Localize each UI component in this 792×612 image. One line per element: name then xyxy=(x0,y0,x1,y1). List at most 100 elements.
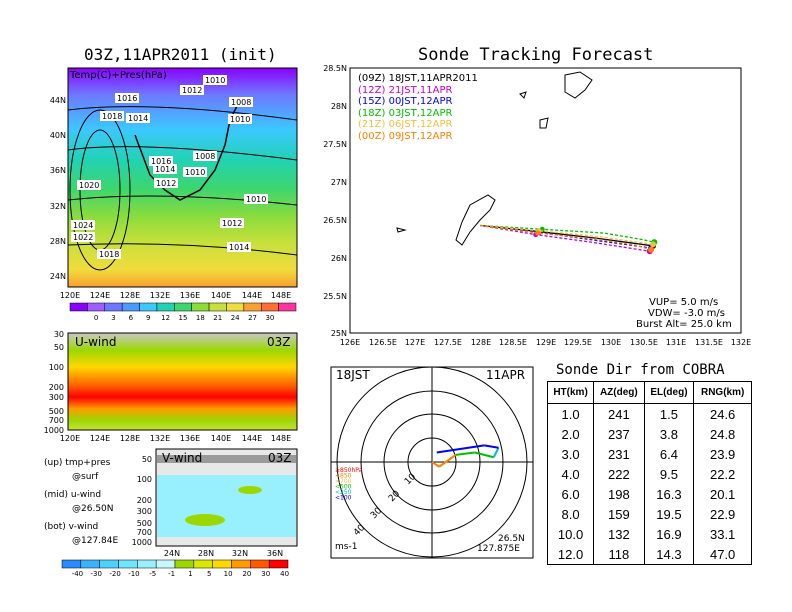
track-series-line xyxy=(480,224,654,246)
pressure-label: 1010 xyxy=(244,194,268,204)
pressure-label: 1016 xyxy=(115,93,139,103)
colorbar-label: -40 xyxy=(72,570,83,578)
colorbar-swatch xyxy=(104,302,123,312)
svg-text:32N: 32N xyxy=(232,549,248,558)
legend-00z: (00Z) 09JST,12APR xyxy=(358,130,453,142)
table-cell: 22.2 xyxy=(693,464,752,484)
svg-text:148E: 148E xyxy=(271,434,291,443)
svg-text:132E: 132E xyxy=(150,434,170,443)
colorbar-label: 12 xyxy=(161,314,170,322)
table-row: 4.0 222 9.5 22.2 xyxy=(546,464,752,484)
colorbar-label: 3 xyxy=(111,314,115,322)
colorbar-swatch xyxy=(174,559,195,569)
colorbar-label: -30 xyxy=(91,570,102,578)
polar-pressure-legend: ≥850hPa<850<700<500<250<100 xyxy=(335,467,363,502)
colorbar-label: 15 xyxy=(179,314,188,322)
colorbar-label: 21 xyxy=(213,314,222,322)
table-row: 10.0 132 16.9 33.1 xyxy=(546,524,752,544)
table-cell: 1.5 xyxy=(643,403,695,424)
polar-unit: ms-1 xyxy=(335,542,358,552)
svg-text:131.5E: 131.5E xyxy=(695,338,723,347)
svg-text:127.5E: 127.5E xyxy=(434,338,462,347)
table-cell: 12.0 xyxy=(546,544,595,565)
lat-label: 44N xyxy=(50,96,66,105)
colorbar-swatch xyxy=(80,559,100,569)
table-cell: 19.5 xyxy=(643,504,695,524)
svg-text:26N: 26N xyxy=(331,254,347,263)
colorbar-swatch xyxy=(69,302,88,312)
svg-text:1024: 1024 xyxy=(73,221,93,230)
legend-09z: (09Z) 18JST,11APR2011 xyxy=(358,73,478,84)
track-series-line xyxy=(480,224,652,251)
lat-label: 40N xyxy=(50,131,66,140)
svg-text:132E: 132E xyxy=(150,291,170,300)
pressure-label: 1010 xyxy=(228,114,252,124)
colorbar-label: 10 xyxy=(224,570,233,578)
colorbar-swatch xyxy=(250,559,270,569)
svg-text:1012: 1012 xyxy=(222,219,242,228)
table-cell: 16.9 xyxy=(643,524,695,544)
table-cell: 16.3 xyxy=(643,484,695,504)
header-rng: RNG(km) xyxy=(693,381,752,404)
pressure-label: 1014 xyxy=(227,242,251,252)
tracking-title: Sonde Tracking Forecast xyxy=(418,45,654,65)
svg-text:700: 700 xyxy=(137,528,152,537)
colorbar-label: -1 xyxy=(168,570,175,578)
colorbar-swatch xyxy=(193,559,213,569)
svg-text:27.5N: 27.5N xyxy=(323,140,347,149)
svg-text:200: 200 xyxy=(137,496,152,505)
svg-text:30: 30 xyxy=(54,330,64,339)
svg-text:1010: 1010 xyxy=(185,168,205,177)
table-row: 12.0 118 14.3 47.0 xyxy=(546,544,752,565)
legend-15z: (15Z) 00JST,12APR xyxy=(358,96,453,107)
u-wind-panel xyxy=(67,332,298,431)
svg-text:26.5N: 26.5N xyxy=(323,216,347,225)
u-wind-title: U-wind xyxy=(75,335,117,349)
polar-time: 18JST xyxy=(336,368,370,382)
svg-text:140E: 140E xyxy=(211,291,231,300)
legend-up: (up) tmp+pres xyxy=(44,458,111,468)
svg-text:1012: 1012 xyxy=(156,179,176,188)
table-cell: 118 xyxy=(593,544,645,565)
svg-text:131E: 131E xyxy=(666,338,686,347)
svg-text:1010: 1010 xyxy=(205,76,225,85)
hodograph xyxy=(431,444,500,468)
svg-text:300: 300 xyxy=(49,393,64,402)
colorbar-swatch xyxy=(61,559,82,569)
pressure-legend-item: <100 xyxy=(335,495,352,502)
svg-text:126E: 126E xyxy=(340,338,360,347)
svg-text:100: 100 xyxy=(137,475,152,484)
svg-text:1014: 1014 xyxy=(155,165,175,174)
u-wind-x-labels: 120E 124E 128E 132E 136E 140E 144E 148E xyxy=(60,434,291,443)
svg-text:1010: 1010 xyxy=(230,115,250,124)
svg-text:27N: 27N xyxy=(331,178,347,187)
svg-text:129E: 129E xyxy=(536,338,556,347)
pressure-legend-item: ≥850hPa xyxy=(335,467,363,474)
colorbar-label: 6 xyxy=(129,314,134,322)
svg-text:120E: 120E xyxy=(60,434,80,443)
pressure-label: 1018 xyxy=(97,249,121,259)
v-wind-panel xyxy=(155,448,298,547)
colorbar-label: 27 xyxy=(248,314,257,322)
tracking-map xyxy=(349,67,742,334)
svg-text:500: 500 xyxy=(137,519,152,528)
colorbar-label: -10 xyxy=(128,570,139,578)
pressure-label: 1010 xyxy=(203,75,227,85)
hodograph-segment xyxy=(431,461,440,468)
table-row: 3.0 231 6.4 23.9 xyxy=(546,444,752,464)
tracking-lat-labels: 28.5N 28N 27.5N 27N 26.5N 26N 25.5N 25N xyxy=(323,64,347,338)
tracking-lon-labels: 126E 126.5E 127E 127.5E 128E 128.5E 129E… xyxy=(340,338,751,347)
svg-text:50: 50 xyxy=(54,343,64,352)
temp-map-title: 03Z,11APR2011 (init) xyxy=(84,45,277,64)
legend-18z: (18Z) 03JST,12APR xyxy=(358,107,453,119)
pressure-legend-item: <250 xyxy=(335,489,352,496)
svg-text:130E: 130E xyxy=(601,338,621,347)
table-row: 1.0 241 1.5 24.6 xyxy=(546,403,752,424)
header-el: EL(deg) xyxy=(643,381,695,404)
svg-text:1008: 1008 xyxy=(195,152,215,161)
pressure-label: 1018 xyxy=(100,111,124,121)
pressure-label: 1020 xyxy=(77,180,101,190)
v-wind-time: 03Z xyxy=(268,451,292,465)
hodograph-segment xyxy=(484,444,499,449)
